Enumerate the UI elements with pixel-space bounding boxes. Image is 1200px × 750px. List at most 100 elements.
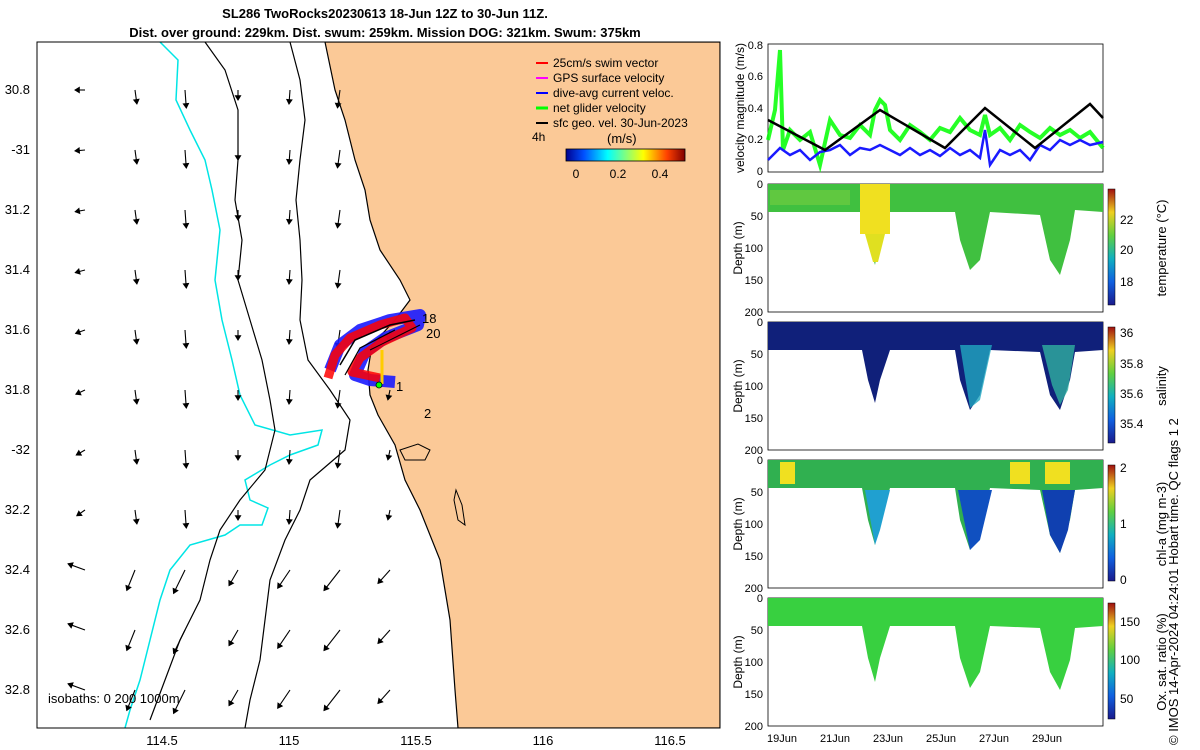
cb-tick: 2 <box>1120 461 1127 475</box>
time-tick: 27Jun <box>979 733 1009 745</box>
legend-entry: GPS surface velocity <box>553 71 664 85</box>
velocity-arrow-head <box>75 449 83 456</box>
legend-entry: net glider velocity <box>553 101 646 115</box>
depth-ylabel: Depth (m) <box>731 359 745 412</box>
y-tick: 200 <box>745 307 763 319</box>
velocity-arrow-head <box>182 462 190 469</box>
colorbar-label: (m/s) <box>607 131 637 146</box>
y-tick: 0 <box>757 179 763 191</box>
velocity-arrow-head <box>132 218 140 225</box>
velocity-arrow-head <box>74 146 81 154</box>
y-tick: 100 <box>745 519 763 531</box>
y-tick: 150 <box>745 689 763 701</box>
y-tick: 0.6 <box>748 71 763 83</box>
colorbar-tick: 0 <box>573 167 580 181</box>
velocity-arrow-head <box>172 647 179 655</box>
velocity-arrow-head <box>228 639 235 647</box>
velocity-arrow-head <box>323 644 330 652</box>
velocity-arrow-head <box>377 577 384 585</box>
time-axis: 19Jun 21Jun 23Jun 25Jun 27Jun 29Jun <box>767 733 1062 745</box>
track-label: 1 <box>396 379 403 394</box>
legend-entry: sfc geo. vel. 30-Jun-2023 <box>553 116 688 130</box>
temperature-cb-label: temperature (°C) <box>1154 200 1169 297</box>
salinity-cb-label: salinity <box>1154 366 1169 406</box>
velocity-arrow-head <box>74 207 81 215</box>
y-tick: 200 <box>745 721 763 733</box>
lat-tick: 32.2 <box>5 502 30 517</box>
depth-ylabel: Depth (m) <box>731 635 745 688</box>
legend-4h: 4h <box>532 130 545 144</box>
time-tick: 25Jun <box>926 733 956 745</box>
time-tick: 29Jun <box>1032 733 1062 745</box>
cb-tick: 150 <box>1120 615 1140 629</box>
lat-axis: 30.8 -31 31.2 31.4 31.6 31.8 -32 32.2 32… <box>5 82 30 697</box>
velocity-arrow-head <box>132 458 140 465</box>
velocity-arrow-head <box>132 338 140 345</box>
y-tick: 100 <box>745 657 763 669</box>
legend-entry: 25cm/s swim vector <box>553 56 658 70</box>
cb-tick: 100 <box>1120 653 1140 667</box>
velocity-arrow-head <box>334 162 342 169</box>
velocity-arrow-head <box>277 642 284 650</box>
y-tick: 50 <box>751 211 763 223</box>
lat-tick: 31.8 <box>5 382 30 397</box>
y-tick: 50 <box>751 349 763 361</box>
lat-tick: 31.4 <box>5 262 30 277</box>
cb-tick: 0 <box>1120 573 1127 587</box>
velocity-arrow-head <box>385 514 393 521</box>
velocity-arrow-head <box>125 704 132 712</box>
velocity-arrow-head <box>377 697 384 705</box>
velocity-arrow-head <box>334 222 342 229</box>
time-tick: 23Jun <box>873 733 903 745</box>
velocity-arrow-head <box>74 328 82 336</box>
velocity-arrow-head <box>234 395 242 401</box>
velocity-arrow-head <box>285 398 293 405</box>
velocity-arrow-head <box>334 402 342 409</box>
velocity-arrow-head <box>172 587 179 595</box>
velocity-arrow-head <box>132 158 140 165</box>
lat-tick: 30.8 <box>5 82 30 97</box>
timeseries-panels: 0.8 0.6 0.4 0.2 0 velocity magnitude (m/… <box>731 40 1169 745</box>
velocity-arrow-head <box>277 582 284 590</box>
velocity-arrow-head <box>76 510 83 517</box>
velocity-arrow-head <box>334 282 342 289</box>
cb-tick: 18 <box>1120 275 1134 289</box>
y-tick: 100 <box>745 243 763 255</box>
velocity-arrow-head <box>74 268 81 275</box>
glider-track <box>323 309 426 389</box>
velocity-arrow-head <box>132 278 140 285</box>
velocity-arrow-head <box>132 518 140 525</box>
salinity-panel: 0 50 100 150 200 Depth (m) 36 35.8 35.6 … <box>731 317 1169 457</box>
y-tick: 0 <box>757 455 763 467</box>
lat-tick: -32 <box>11 442 30 457</box>
track-label: 2 <box>424 406 431 421</box>
depth-ylabel: Depth (m) <box>731 497 745 550</box>
cb-tick: 50 <box>1120 692 1134 706</box>
velocity-arrow-head <box>234 275 242 281</box>
velocity-arrow-head <box>377 637 384 645</box>
copyright-text: © IMOS 14-Apr-2024 04:24:01 Hobart time.… <box>1166 418 1181 745</box>
cb-tick: 1 <box>1120 517 1127 531</box>
temperature-panel: 0 50 100 150 200 Depth (m) 22 20 18 temp… <box>731 179 1169 319</box>
velocity-arrow-head <box>67 562 74 569</box>
speed-colorbar <box>565 148 686 162</box>
velocity-arrow-head <box>277 702 284 710</box>
lon-tick: 115 <box>279 733 300 748</box>
legend-entry: dive-avg current veloc. <box>553 86 674 100</box>
cb-tick: 20 <box>1120 243 1134 257</box>
plot-subtitle: Dist. over ground: 229km. Dist. swum: 25… <box>129 25 641 40</box>
track-label: 20 <box>426 326 440 341</box>
velocity-arrow-head <box>385 394 393 401</box>
map-legend: 25cm/s swim vector GPS surface velocity … <box>532 56 688 146</box>
lat-tick: 32.4 <box>5 562 30 577</box>
y-tick: 50 <box>751 487 763 499</box>
velocity-arrow-head <box>234 155 242 161</box>
velocity-arrow-head <box>285 98 293 105</box>
lon-tick: 114.5 <box>146 733 178 748</box>
isobaths-label: isobaths: 0 200 1000m <box>48 691 180 706</box>
velocity-arrow-head <box>182 342 190 349</box>
cb-tick: 35.4 <box>1120 417 1144 431</box>
cb-tick: 35.6 <box>1120 387 1144 401</box>
velocity-arrow-head <box>67 682 74 689</box>
velocity-arrow-head <box>234 95 242 101</box>
